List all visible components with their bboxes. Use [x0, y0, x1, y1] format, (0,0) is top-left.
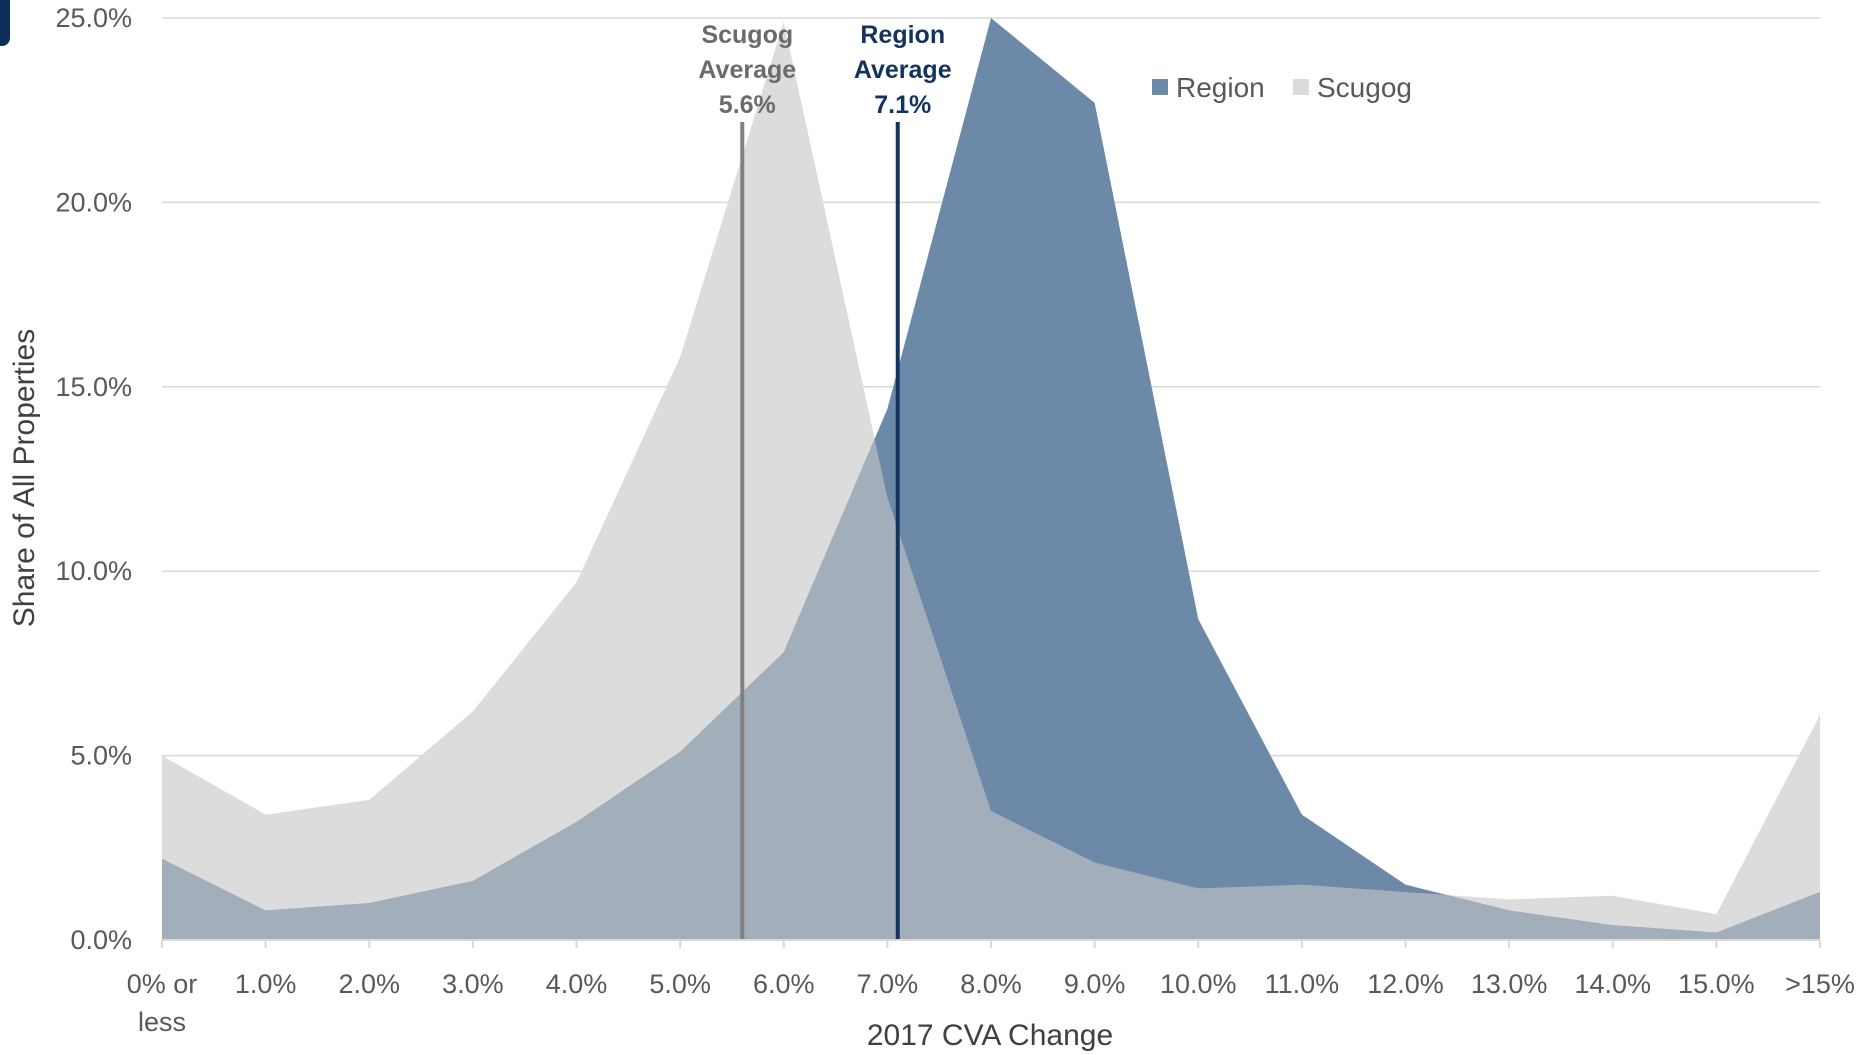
y-tick-label: 10.0%: [55, 556, 132, 586]
y-tick-label: 15.0%: [55, 372, 132, 402]
x-tick-label: 8.0%: [960, 969, 1022, 999]
average-label-scugog: 5.6%: [719, 91, 776, 119]
x-tick-label: 6.0%: [753, 969, 815, 999]
x-tick-label: 4.0%: [546, 969, 608, 999]
x-axis-title: 2017 CVA Change: [867, 1019, 1113, 1052]
legend-swatch-region: [1152, 79, 1168, 95]
average-labels: Scugog Average 5.6% Region Average 7.1%: [698, 21, 951, 119]
x-tick-label: 7.0%: [857, 969, 919, 999]
y-tick-label: 25.0%: [55, 3, 132, 33]
x-tick-label: 9.0%: [1064, 969, 1126, 999]
y-tick-label: 20.0%: [55, 187, 132, 217]
legend-swatch-scugog: [1293, 79, 1309, 95]
average-label-region: Average: [854, 56, 952, 84]
average-label-scugog: Scugog: [701, 21, 793, 49]
x-tick-label: 13.0%: [1471, 969, 1548, 999]
average-lines: [740, 122, 900, 940]
corner-accent-bar: [0, 0, 10, 46]
x-axis: [161, 939, 1821, 948]
x-tick-label: 12.0%: [1367, 969, 1444, 999]
series-areas: [162, 18, 1820, 941]
y-tick-label: 0.0%: [70, 925, 132, 955]
x-tick-label: 1.0%: [235, 969, 297, 999]
x-tick-label: 14.0%: [1574, 969, 1651, 999]
legend-label-scugog: Scugog: [1317, 72, 1412, 103]
average-label-region: 7.1%: [874, 91, 931, 119]
series-area-region: [162, 18, 1820, 940]
x-tick-label: 2.0%: [338, 969, 400, 999]
y-tick-label: 5.0%: [70, 741, 132, 771]
x-axis-ticks: 0% or less 1.0% 2.0% 3.0% 4.0% 5.0% 6.0% 7.0% 8.0…: [127, 969, 1855, 1037]
x-tick-label: >15%: [1785, 969, 1855, 999]
legend: Region Scugog: [1152, 72, 1412, 103]
x-tick-label: 11.0%: [1265, 969, 1340, 999]
average-label-region: Region: [860, 21, 945, 49]
x-tick-label: 15.0%: [1678, 969, 1755, 999]
average-label-scugog: Average: [698, 56, 796, 84]
x-tick-label: 3.0%: [442, 969, 504, 999]
y-axis-ticks: 0.0% 5.0% 10.0% 15.0% 20.0% 25.0%: [55, 3, 132, 955]
legend-label-region: Region: [1176, 72, 1265, 103]
x-tick-label: 10.0%: [1160, 969, 1237, 999]
y-axis-title: Share of All Properties: [8, 329, 41, 628]
series-area-scugog: [162, 21, 1820, 941]
x-tick-label: 5.0%: [649, 969, 711, 999]
x-tick-label: 0% or less: [127, 969, 198, 1037]
